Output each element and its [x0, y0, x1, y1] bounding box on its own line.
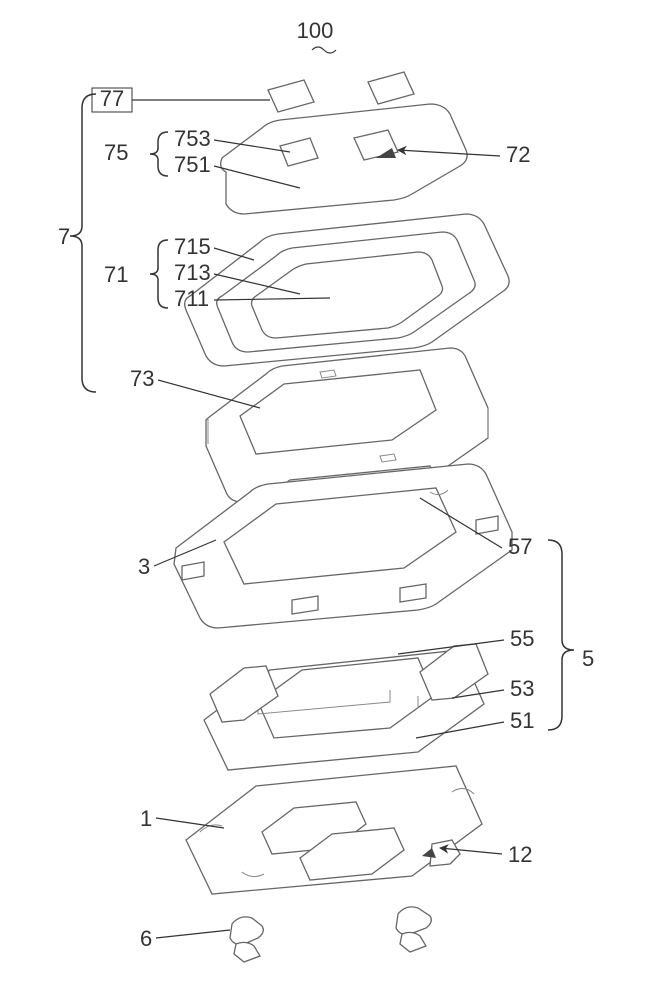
label-77: 77	[100, 86, 124, 111]
label-715: 715	[174, 234, 211, 259]
group-5: 5	[548, 540, 594, 730]
part-71	[185, 214, 509, 366]
label-751: 751	[174, 152, 211, 177]
label-6: 6	[140, 926, 152, 951]
figure-id: 100	[297, 18, 334, 43]
label-713: 713	[174, 260, 211, 285]
label-711: 711	[174, 286, 209, 311]
part-51-53-55	[204, 644, 488, 770]
label-72: 72	[506, 142, 530, 167]
group-75: 75	[104, 132, 168, 176]
figure-id-tilde	[312, 47, 336, 53]
exploded-view-figure: 100	[0, 0, 646, 1000]
label-753: 753	[174, 126, 211, 151]
part-1	[186, 766, 482, 894]
label-55: 55	[510, 626, 534, 651]
part-75	[221, 104, 467, 214]
label-57: 57	[508, 534, 532, 559]
label-1: 1	[140, 806, 152, 831]
part-6	[230, 907, 431, 962]
label-75: 75	[104, 140, 128, 165]
part-77	[268, 72, 414, 112]
label-73: 73	[130, 366, 154, 391]
group-7: 7	[58, 94, 96, 392]
label-3: 3	[138, 554, 150, 579]
label-12: 12	[508, 842, 532, 867]
label-71: 71	[104, 262, 128, 287]
label-7: 7	[58, 224, 70, 249]
label-51: 51	[510, 708, 534, 733]
group-71: 71	[104, 240, 168, 308]
label-5: 5	[582, 646, 594, 671]
label-53: 53	[510, 676, 534, 701]
